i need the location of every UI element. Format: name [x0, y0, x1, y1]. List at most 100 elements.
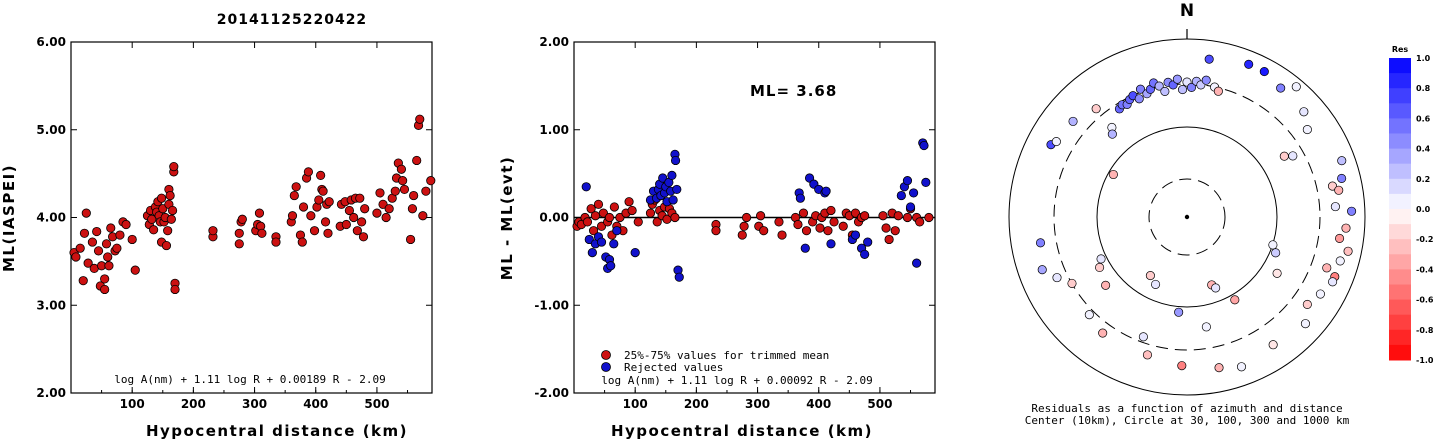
data-point [667, 170, 677, 180]
residual-point [1138, 332, 1148, 342]
data-point [412, 155, 422, 166]
x-tick-label: 400 [303, 397, 328, 411]
data-point [609, 202, 619, 212]
data-point [598, 208, 608, 218]
residual-point [1201, 322, 1211, 332]
colorbar-segment [1389, 329, 1411, 346]
residual-point [1095, 262, 1105, 273]
data-point [309, 226, 320, 236]
data-point [624, 197, 634, 207]
data-point [237, 214, 247, 224]
data-point [112, 243, 122, 253]
residual-point [1271, 248, 1281, 258]
x-tick-label: 500 [364, 397, 389, 411]
data-point [87, 237, 98, 247]
magnitude-panel: ML(IASPEI) Hypocentral distance (km) log… [0, 35, 436, 440]
colorbar-title: Res [1392, 45, 1409, 54]
colorbar-segment [1389, 299, 1411, 316]
data-point [581, 182, 591, 192]
data-point [606, 261, 616, 271]
data-point [289, 190, 299, 201]
residual-point [1107, 129, 1117, 139]
data-point [358, 232, 369, 242]
data-point [156, 193, 167, 203]
range-ring [1096, 126, 1278, 308]
data-point [104, 261, 114, 271]
data-point [381, 212, 391, 223]
colorbar-segment [1389, 224, 1411, 240]
data-point [100, 274, 110, 284]
data-point [297, 237, 307, 247]
residual-point [1101, 280, 1111, 290]
residual-point [1299, 107, 1309, 117]
data-point [670, 155, 681, 166]
left-formula: log A(nm) + 1.11 log R + 0.00189 R - 2.0… [114, 373, 386, 386]
data-point [316, 170, 326, 180]
data-point [79, 228, 90, 238]
residual-point [1279, 151, 1289, 161]
data-point [341, 219, 351, 230]
residual-point [1098, 328, 1108, 338]
residual-point [1276, 83, 1286, 93]
data-point [405, 234, 416, 245]
residual-point [1213, 86, 1223, 96]
polar-caption-1: Residuals as a function of azimuth and d… [1031, 402, 1342, 415]
data-point [902, 176, 913, 186]
residual-point [1174, 307, 1184, 317]
colorbar-segment [1389, 178, 1411, 195]
residual-point [1288, 151, 1298, 161]
residual-point [1230, 295, 1240, 305]
colorbar-segment [1389, 284, 1411, 301]
data-point [645, 208, 656, 218]
x-tick-label: 300 [242, 397, 267, 411]
data-point [418, 211, 428, 221]
residual-point [1067, 278, 1077, 288]
colorbar-tick-label: 1.0 [1416, 54, 1431, 63]
residual-point [1035, 238, 1046, 248]
data-point [352, 226, 362, 236]
data-point [860, 211, 870, 221]
data-point [415, 114, 425, 124]
residual-point [1330, 202, 1340, 212]
data-point [759, 226, 769, 236]
residual-point [1214, 363, 1224, 373]
data-point [375, 188, 385, 198]
y-tick-label: 1.00 [539, 123, 569, 137]
colorbar-segment [1389, 239, 1411, 255]
colorbar-segment [1389, 103, 1411, 119]
data-point [169, 162, 179, 172]
data-point [739, 221, 749, 231]
y-tick-label: 4.00 [36, 211, 66, 225]
data-point [777, 230, 787, 240]
data-point [815, 223, 825, 233]
data-point [83, 258, 93, 268]
residual-point [1096, 254, 1106, 264]
residual-point [1135, 84, 1146, 94]
data-point [115, 230, 125, 240]
colorbar-segment [1389, 163, 1411, 180]
colorbar-tick-label: -0.8 [1416, 326, 1434, 335]
data-point [612, 226, 622, 236]
range-ring [1148, 178, 1226, 256]
data-point [798, 208, 809, 218]
residual-point [1328, 277, 1338, 287]
north-label: N [1180, 1, 1194, 21]
data-point [890, 226, 900, 236]
data-point [103, 252, 113, 262]
data-point [658, 173, 668, 183]
data-point [668, 195, 678, 205]
legend-blue-marker [601, 362, 611, 372]
data-point [860, 249, 870, 259]
x-tick-label: 300 [745, 397, 770, 411]
residual-point [1211, 283, 1221, 293]
polar-panel: N Residuals as a function of azimuth and… [1008, 1, 1366, 427]
colorbar-segment [1389, 254, 1411, 270]
colorbar: Res 1.0 0.8 0.6 0.4 0.2 0.0 -0.2 -0.4 -0.6 -0.8 -1… [1389, 45, 1434, 365]
residual-point [1154, 81, 1164, 91]
data-point [582, 217, 593, 227]
data-point [586, 204, 596, 214]
middle-formula: log A(nm) + 1.11 log R + 0.00092 R - 2.0… [601, 374, 873, 387]
data-point [793, 219, 803, 230]
data-point [850, 208, 861, 218]
